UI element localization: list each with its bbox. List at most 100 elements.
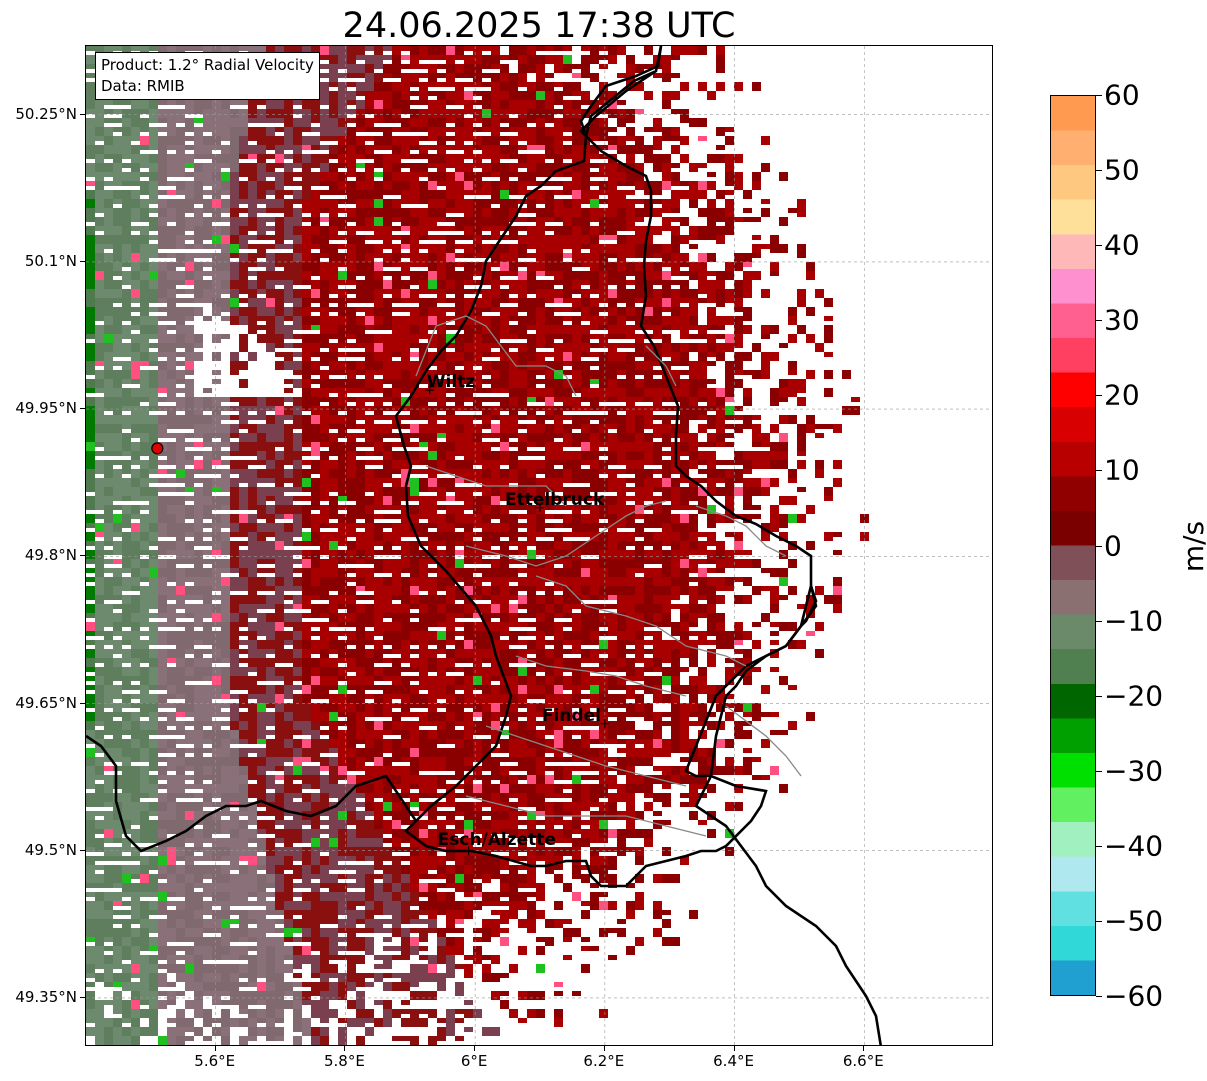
radar-cell <box>410 154 419 159</box>
radar-cell <box>104 208 113 217</box>
radar-map[interactable]: + + + + <box>85 45 993 1046</box>
radar-cell <box>743 307 752 316</box>
radar-cell <box>725 550 734 559</box>
radar-cell <box>428 307 437 316</box>
radar-cell <box>671 244 680 253</box>
radar-cell <box>644 406 653 415</box>
radar-cell <box>104 559 113 564</box>
radar-cell <box>563 532 572 537</box>
radar-cell <box>113 199 122 204</box>
radar-cell <box>203 208 212 213</box>
radar-cell <box>671 532 680 541</box>
radar-cell <box>734 298 743 307</box>
radar-cell <box>383 532 392 541</box>
radar-cell <box>473 253 482 258</box>
radar-cell <box>806 415 815 424</box>
radar-cell <box>419 118 428 127</box>
radar-cell <box>698 451 707 460</box>
radar-cell <box>608 334 617 339</box>
radar-cell <box>500 316 509 325</box>
radar-cell <box>257 577 266 586</box>
radar-cell <box>563 568 572 577</box>
radar-cell <box>302 568 311 577</box>
radar-cell <box>266 190 275 195</box>
radar-cell <box>86 217 95 222</box>
radar-cell <box>221 226 230 235</box>
radar-cell <box>302 235 311 244</box>
radar-cell <box>446 451 455 460</box>
radar-cell <box>194 289 203 298</box>
radar-cell <box>446 568 455 577</box>
radar-cell <box>248 136 257 141</box>
radar-cell <box>293 307 302 316</box>
radar-cell <box>122 388 131 397</box>
radar-cell <box>536 217 545 226</box>
radar-cell <box>437 325 446 334</box>
radar-cell <box>437 532 446 541</box>
radar-cell <box>626 127 635 136</box>
radar-cell <box>401 406 410 411</box>
radar-cell <box>266 208 275 213</box>
radar-cell <box>194 550 203 559</box>
radar-cell <box>95 514 104 519</box>
radar-cell <box>653 631 662 640</box>
radar-cell <box>428 289 437 294</box>
radar-cell <box>230 190 239 199</box>
radar-cell <box>788 388 797 397</box>
radar-cell <box>653 163 662 172</box>
radar-cell <box>347 172 356 177</box>
radar-cell <box>122 559 131 568</box>
radar-cell <box>644 496 653 501</box>
radar-cell <box>212 154 221 163</box>
radar-cell <box>320 334 329 343</box>
radar-cell <box>320 46 329 55</box>
radar-cell <box>572 613 581 622</box>
radar-cell <box>248 541 257 550</box>
radar-cell <box>122 523 131 528</box>
radar-cell <box>446 316 455 321</box>
radar-cell <box>572 424 581 429</box>
radar-cell <box>446 208 455 213</box>
radar-cell <box>239 280 248 289</box>
radar-cell <box>608 370 617 379</box>
radar-cell <box>347 433 356 442</box>
radar-cell <box>212 136 221 145</box>
radar-cell <box>329 82 338 87</box>
radar-cell <box>401 100 410 109</box>
radar-cell <box>842 406 851 415</box>
radar-cell <box>428 379 437 388</box>
radar-cell <box>401 388 410 393</box>
radar-cell <box>635 253 644 258</box>
radar-cell <box>653 568 662 577</box>
radar-cell <box>374 100 383 109</box>
radar-cell <box>464 361 473 370</box>
radar-cell <box>518 550 527 555</box>
radar-cell <box>752 415 761 420</box>
radar-cell <box>608 262 617 271</box>
radar-cell <box>581 352 590 357</box>
radar-cell <box>185 271 194 280</box>
radar-cell <box>230 460 239 469</box>
radar-cell <box>698 586 707 595</box>
radar-cell <box>572 577 581 586</box>
radar-cell <box>392 370 401 379</box>
radar-cell <box>563 172 572 177</box>
radar-cell <box>320 469 329 478</box>
radar-cell <box>635 181 644 190</box>
radar-cell <box>329 235 338 240</box>
radar-cell <box>194 496 203 505</box>
radar-cell <box>176 208 185 217</box>
radar-cell <box>185 199 194 208</box>
radar-cell <box>302 613 311 618</box>
radar-cell <box>104 478 113 487</box>
radar-cell <box>428 82 437 87</box>
radar-cell <box>779 217 788 226</box>
radar-cell <box>338 658 347 663</box>
radar-cell <box>563 649 572 654</box>
radar-cell <box>266 658 275 667</box>
radar-cell <box>338 379 347 388</box>
radar-cell <box>482 262 491 271</box>
radar-cell <box>113 523 122 532</box>
radar-cell <box>293 424 302 429</box>
radar-cell <box>221 460 230 465</box>
